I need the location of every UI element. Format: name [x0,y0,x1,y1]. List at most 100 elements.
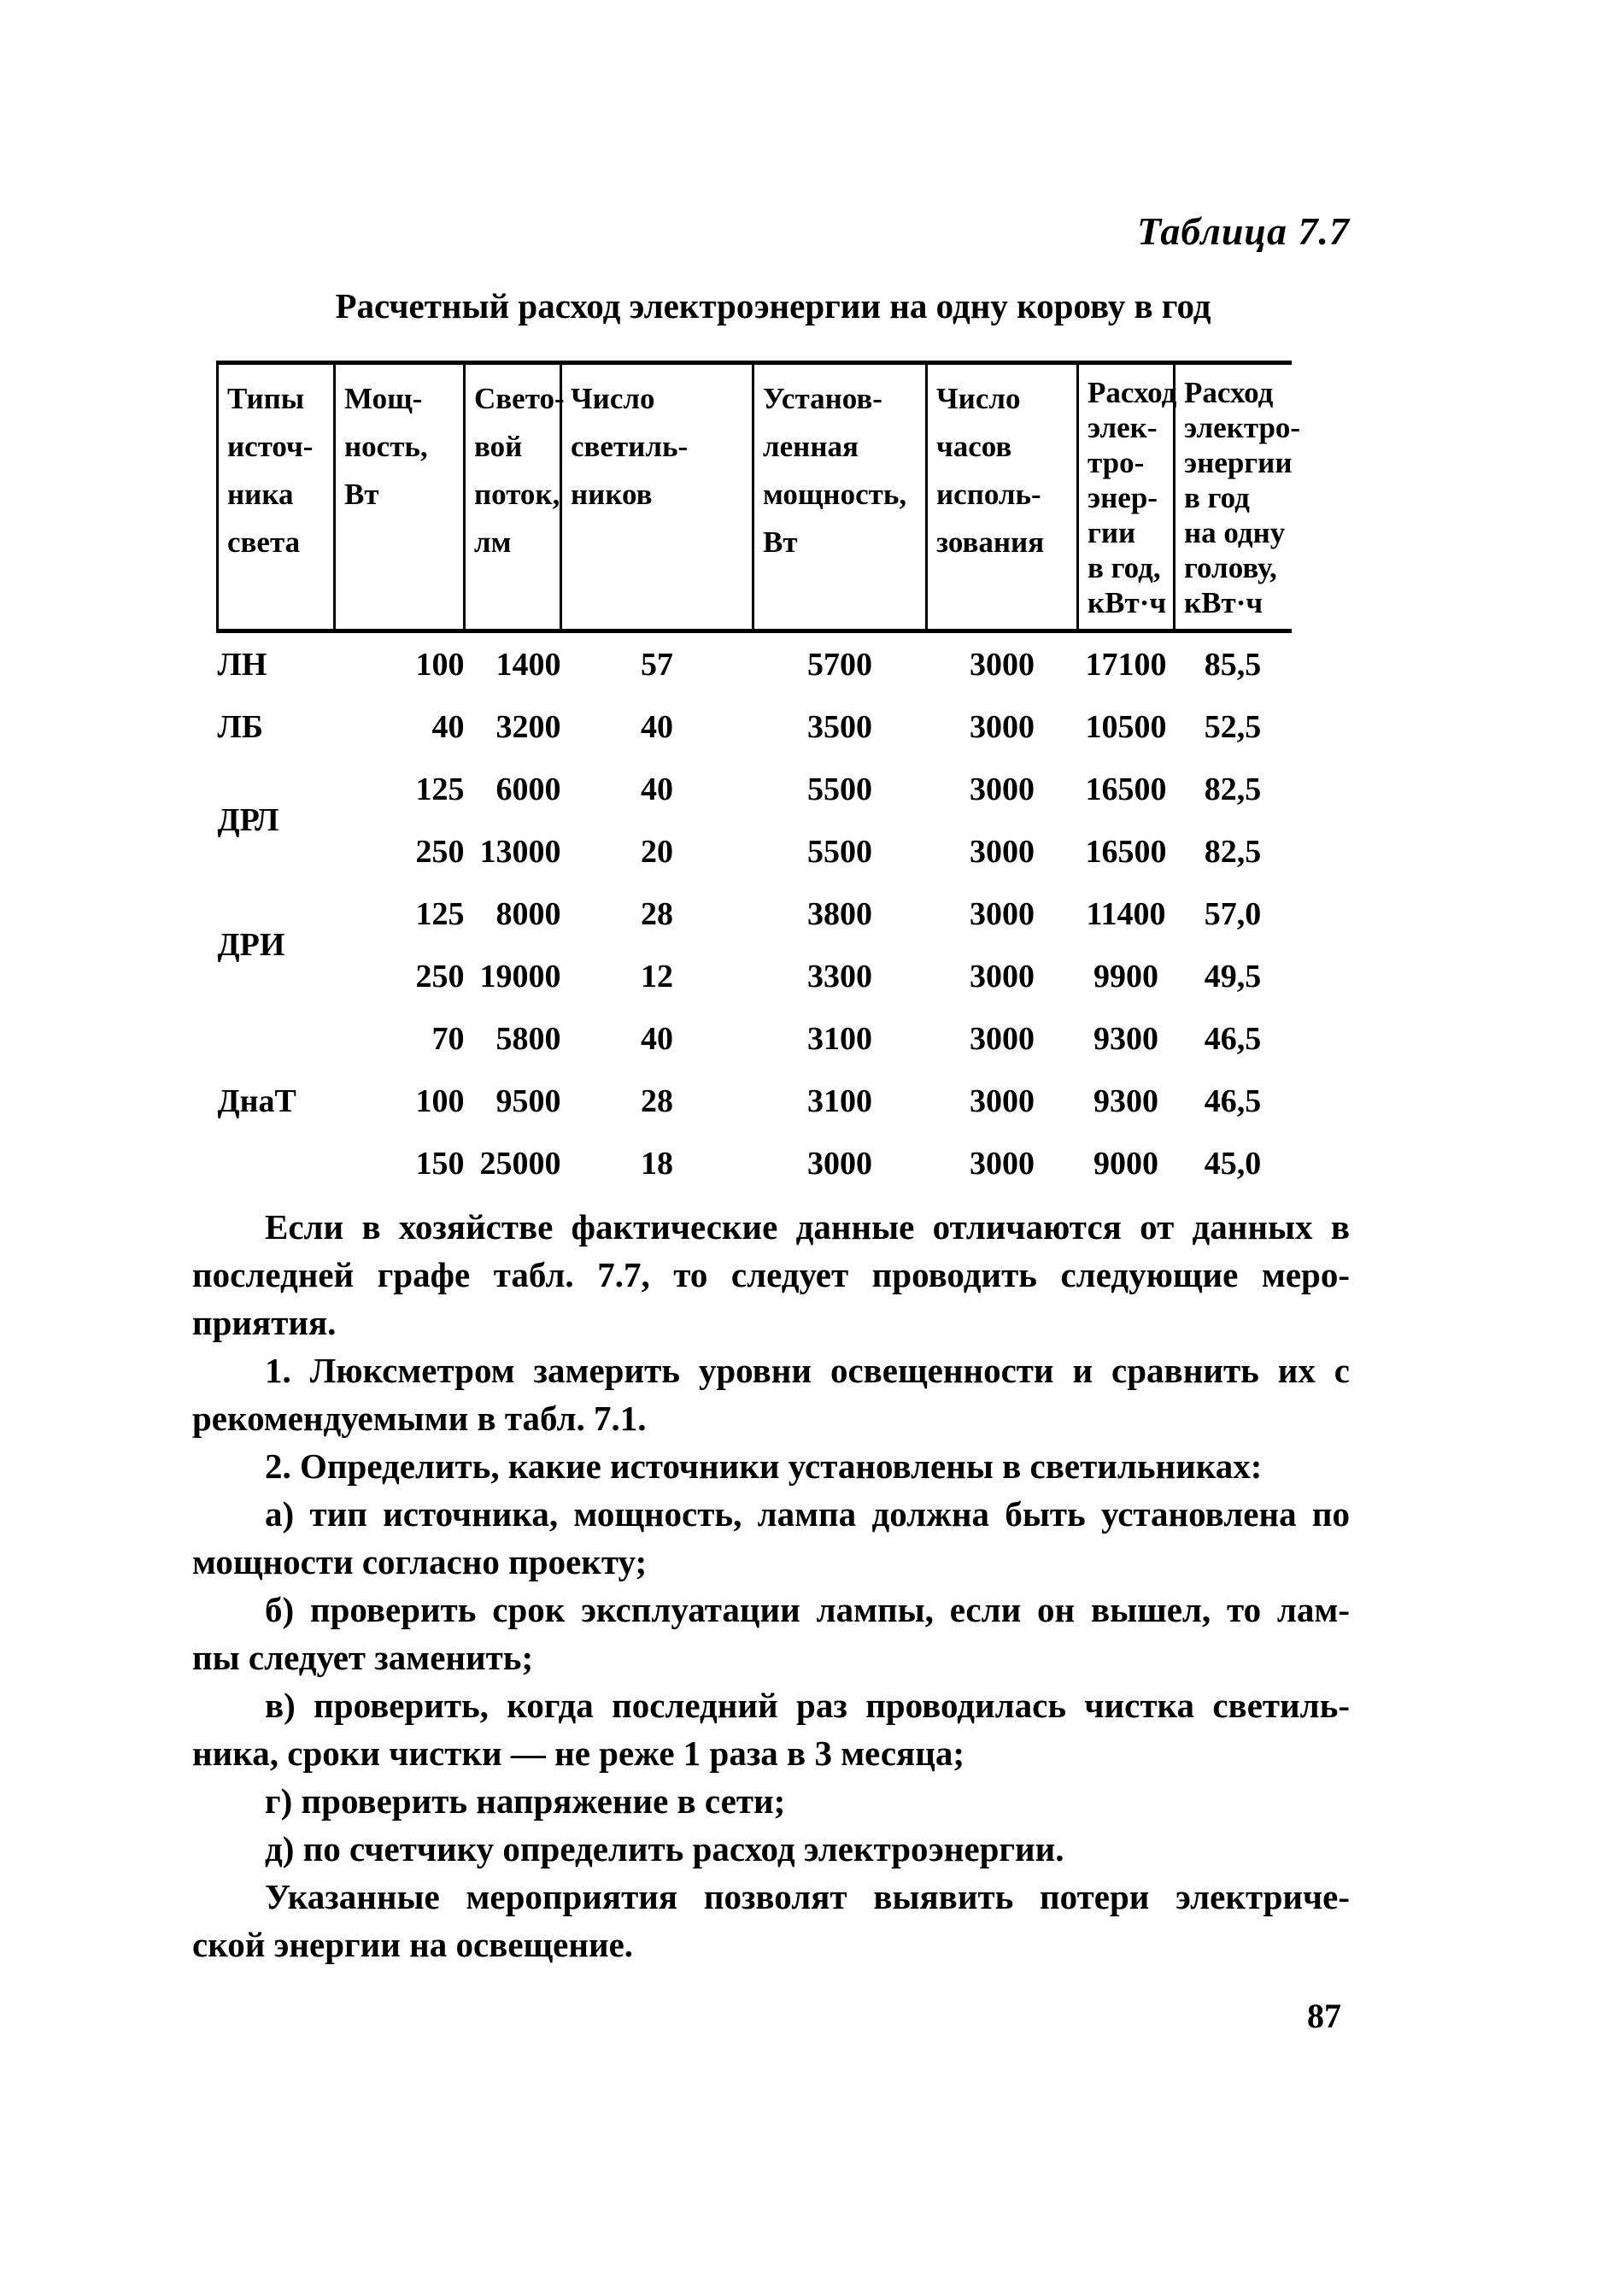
cell-installed: 3300 [807,958,872,994]
row-group-label: ДРИ [217,927,285,963]
cell-hours: 3000 [970,1020,1035,1057]
cell-flux: 3200 [495,708,561,745]
body-line: приятия. [192,1303,337,1342]
cell-installed: 3100 [807,1020,872,1057]
header-power: Мощ- ность, Вт [334,362,466,631]
cell-per-head: 49,5 [1204,958,1262,994]
cell-flux: 1400 [495,646,561,683]
header-light-source-type: Типы источ- ника света [216,362,336,631]
header-installed-power: Установ- ленная мощность, Вт [753,362,928,631]
cell-annual: 17100 [1085,646,1167,683]
header-luminous-flux: Свето- вой поток, лм [464,362,565,631]
body-line: ской энергии на освещение. [192,1925,634,1964]
body-line: а) тип источника, мощность, лампа должна… [265,1494,1350,1534]
cell-annual: 16500 [1085,833,1167,870]
row-group-label: ДРЛ [217,802,279,838]
body-line: г) проверить напряжение в сети; [265,1781,786,1821]
cell-annual: 16500 [1085,771,1167,807]
body-text: Если в хозяйстве фактические данные отли… [192,1203,1350,1968]
cell-fixtures: 18 [641,1145,673,1182]
cell-per-head: 46,5 [1204,1020,1262,1057]
body-line: Если в хозяйстве фактические данные отли… [265,1207,1350,1247]
cell-per-head: 45,0 [1204,1145,1262,1182]
header-consumption-per-head: Расход электро- энергии в год на одну го… [1184,376,1301,619]
cell-fixtures: 28 [641,895,673,932]
body-line: ника, сроки чистки — не реже 1 раза в 3 … [192,1733,964,1773]
cell-flux: 13000 [479,833,561,870]
body-line: д) по счетчику определить расход электро… [265,1829,1064,1868]
cell-annual: 9300 [1093,1020,1158,1057]
cell-installed: 3800 [807,895,872,932]
cell-fixtures: 28 [641,1082,673,1119]
body-line: в) проверить, когда последний раз провод… [265,1686,1350,1725]
table-row: ДРЛ 125 6000 40 5500 3000 16500 82,5 [218,758,1292,839]
cell-power: 70 [431,1020,465,1057]
body-line: мощности согласно проекту; [192,1542,648,1581]
table-row: 250 13000 20 5500 3000 16500 82,5 [218,820,1292,883]
cell-installed: 5500 [807,771,872,807]
cell-annual: 10500 [1085,708,1167,745]
table-title: Расчетный расход электроэнергии на одну … [335,286,1211,326]
cell-installed: 3100 [807,1082,872,1119]
table-row: ЛБ 40 3200 40 3500 3000 10500 52,5 [218,695,1292,758]
body-line: Указанные мероприятия позволят выявить п… [265,1877,1350,1916]
cell-hours: 3000 [970,958,1035,994]
cell-flux: 19000 [479,958,561,994]
cell-installed: 3000 [807,1145,872,1182]
body-line: рекомендуемыми в табл. 7.1. [192,1399,647,1438]
cell-annual: 9900 [1093,958,1158,994]
table-row: 100 9500 28 3100 3000 9300 46,5 [218,1070,1292,1132]
cell-fixtures: 40 [641,708,673,745]
body-line: пы следует заменить; [192,1638,534,1677]
cell-hours: 3000 [970,646,1035,683]
consumption-table: Типы источ- ника света Мощ- ность, Вт Св… [216,361,1301,1194]
cell-flux: 6000 [495,771,561,807]
cell-fixtures: 40 [641,1020,673,1057]
cell-per-head: 82,5 [1204,833,1262,870]
cell-power: 125 [415,895,465,932]
table-row: ДРИ 125 8000 28 3800 3000 11400 57,0 [218,883,1292,964]
cell-fixtures: 12 [641,958,673,994]
cell-per-head: 57,0 [1204,895,1262,932]
table-row: ДнаТ 70 5800 40 3100 3000 9300 46,5 [218,1007,1292,1119]
cell-flux: 8000 [495,895,561,932]
cell-power: 250 [415,958,465,994]
header-usage-hours: Число часов исполь- зования [926,362,1079,631]
cell-installed: 3500 [807,708,872,745]
table-row: 150 25000 18 3000 3000 9000 45,0 [218,1132,1292,1194]
cell-hours: 3000 [970,1145,1035,1182]
cell-flux: 9500 [495,1082,561,1119]
header-fixture-count: Число светиль- ников [560,362,754,631]
cell-power: 250 [415,833,465,870]
cell-hours: 3000 [970,1082,1035,1119]
cell-power: 40 [431,708,465,745]
row-group-label: ДнаТ [217,1082,296,1119]
row-group-label: ЛБ [217,708,263,745]
cell-hours: 3000 [970,833,1035,870]
body-line: последней графе табл. 7.7, то следует пр… [192,1255,1350,1294]
table-caption: Таблица 7.7 [1136,209,1350,253]
cell-power: 125 [415,771,465,807]
table-row: ЛН 100 1400 57 5700 3000 17100 85,5 [218,631,1292,696]
cell-installed: 5700 [807,646,872,683]
cell-annual: 9000 [1093,1145,1158,1182]
cell-flux: 25000 [479,1145,561,1182]
cell-hours: 3000 [970,708,1035,745]
cell-annual: 9300 [1093,1082,1158,1119]
page-number: 87 [1307,1997,1341,2035]
cell-hours: 3000 [970,895,1035,932]
body-line: 1. Люксметром замерить уровни освещеннос… [265,1351,1350,1390]
cell-fixtures: 40 [641,771,673,807]
cell-per-head: 85,5 [1204,646,1262,683]
cell-power: 150 [415,1145,465,1182]
row-group-label: ЛН [217,646,267,683]
cell-fixtures: 20 [641,833,673,870]
cell-per-head: 46,5 [1204,1082,1262,1119]
cell-flux: 5800 [495,1020,561,1057]
cell-per-head: 52,5 [1204,708,1262,745]
cell-installed: 5500 [807,833,872,870]
cell-per-head: 82,5 [1204,771,1262,807]
header-row: Типы источ- ника света Мощ- ность, Вт Св… [216,362,1301,631]
cell-power: 100 [415,646,465,683]
